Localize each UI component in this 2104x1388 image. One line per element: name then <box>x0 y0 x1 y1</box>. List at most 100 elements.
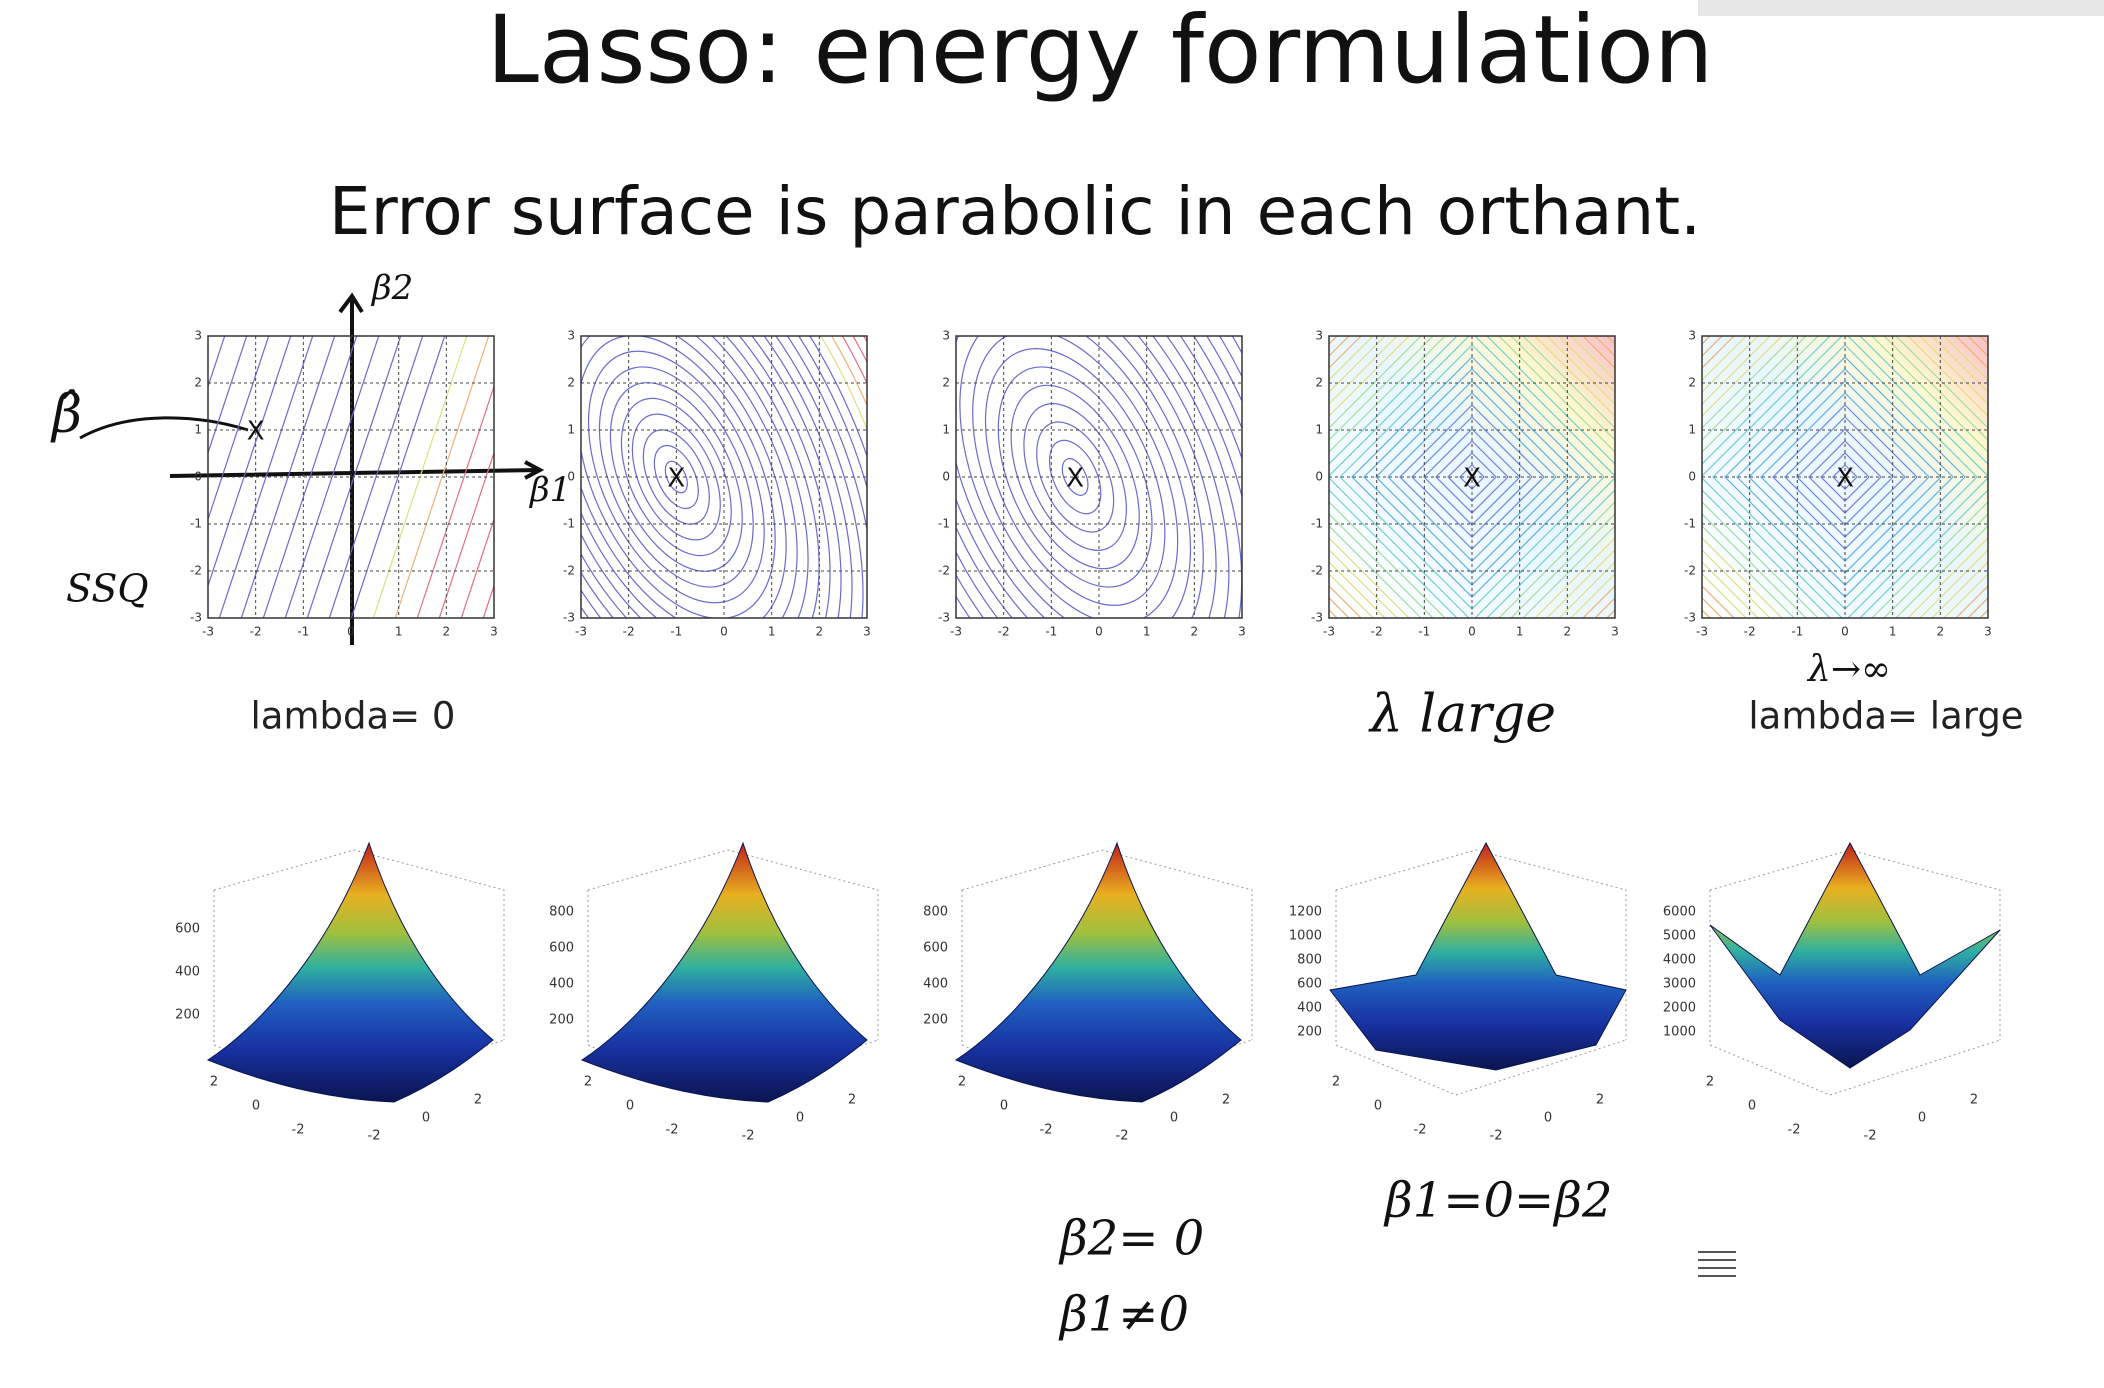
y-tick-label: -2 <box>368 1129 381 1144</box>
contour-line <box>1048 439 1102 515</box>
x-tick-label: -1 <box>1418 625 1430 639</box>
y-tick-label: 0 <box>942 470 950 484</box>
y-tick-label: 0 <box>422 1111 430 1126</box>
contour-line <box>1023 403 1128 551</box>
contour-line <box>664 460 688 494</box>
surface <box>1709 841 2001 1069</box>
contour-line <box>956 336 1242 618</box>
surface <box>206 841 494 1103</box>
contour-line <box>0 326 52 628</box>
y-tick-label: 2 <box>474 1093 482 1108</box>
contour-line <box>581 336 867 618</box>
x-tick-label: 1 <box>395 625 403 639</box>
contour-line <box>581 336 842 618</box>
contour-line <box>653 444 699 510</box>
contour-line <box>581 336 853 618</box>
y-tick-label: -1 <box>190 517 202 531</box>
z-tick-label: 600 <box>923 941 948 956</box>
x-tick-label: -1 <box>1791 625 1803 639</box>
x-tick-label: -2 <box>1788 1123 1801 1138</box>
x-tick-label: 3 <box>1611 625 1619 639</box>
contour-line <box>956 336 1217 618</box>
top-bar <box>1698 0 2104 16</box>
axis-box <box>1335 849 1627 1096</box>
z-tick-label: 600 <box>1297 977 1322 992</box>
x-tick-label: -2 <box>250 625 262 639</box>
y-tick-label: 0 <box>1544 1111 1552 1126</box>
x-tick-label: -2 <box>1414 1123 1427 1138</box>
y-tick-label: 1 <box>567 423 575 437</box>
surface <box>580 841 868 1103</box>
x-tick-label: -3 <box>1696 625 1708 639</box>
contour-line <box>609 382 743 572</box>
contour-line <box>218 336 314 618</box>
contour-line <box>581 336 820 618</box>
contour-line <box>1329 336 1615 618</box>
z-tick-label: 200 <box>1297 1025 1322 1040</box>
y-tick-label: 0 <box>1918 1111 1926 1126</box>
x-tick-label: 2 <box>584 1075 592 1090</box>
contour-line <box>350 336 446 618</box>
y-tick-label: 2 <box>194 376 202 390</box>
y-tick-label: -1 <box>938 517 950 531</box>
x-tick-label: -1 <box>670 625 682 639</box>
x-tick-label: 3 <box>1984 625 1992 639</box>
y-tick-label: 2 <box>1688 376 1696 390</box>
contour-line <box>959 336 1192 618</box>
handwriting: β1 <box>528 470 571 510</box>
x-tick-label: 2 <box>1937 625 1945 639</box>
contour-line <box>1010 384 1140 570</box>
z-tick-label: 200 <box>923 1013 948 1028</box>
subtitle: Error surface is parabolic in each ortha… <box>329 173 1701 250</box>
x-tick-label: -2 <box>1371 625 1383 639</box>
x-tick-label: 1 <box>1889 625 1897 639</box>
x-tick-label: 0 <box>347 625 355 639</box>
x-tick-label: 0 <box>626 1099 634 1114</box>
contour-line <box>0 326 74 628</box>
y-tick-label: -2 <box>1490 1129 1503 1144</box>
contour-line <box>956 336 1242 618</box>
z-tick-label: 800 <box>923 905 948 920</box>
x-tick-label: 0 <box>1000 1099 1008 1114</box>
contour-line <box>587 350 765 604</box>
x-tick-label: 0 <box>1095 625 1103 639</box>
surface <box>954 841 1242 1103</box>
handwriting: β1≠0 <box>1058 1287 1189 1343</box>
contour-line <box>0 326 30 628</box>
y-tick-label: -1 <box>1311 517 1323 531</box>
y-tick-label: 0 <box>796 1111 804 1126</box>
contour-line <box>956 336 1230 618</box>
y-tick-label: 0 <box>1315 470 1323 484</box>
x-tick-label: 0 <box>252 1099 260 1114</box>
y-tick-label: 0 <box>1170 1111 1178 1126</box>
y-tick-label: 2 <box>1970 1093 1978 1108</box>
x-tick-label: 1 <box>1516 625 1524 639</box>
x-tick-label: -3 <box>202 625 214 639</box>
label-lambda-zero: lambda= 0 <box>251 695 456 738</box>
contour-line <box>642 429 710 525</box>
x-tick-label: 0 <box>1748 1099 1756 1114</box>
x-tick-label: 2 <box>958 1075 966 1090</box>
handwriting: λ→∞ <box>1806 649 1891 690</box>
handwriting: β2 <box>370 268 413 308</box>
contour-line <box>1702 336 1988 618</box>
x-tick-label: 2 <box>210 1075 218 1090</box>
y-tick-label: 1 <box>194 423 202 437</box>
y-tick-label: 3 <box>942 329 950 343</box>
contour-line <box>620 397 732 557</box>
y-tick-label: -2 <box>1311 564 1323 578</box>
x-tick-label: -3 <box>575 625 587 639</box>
z-tick-label: 200 <box>549 1013 574 1028</box>
contour-line <box>581 336 809 618</box>
z-tick-label: 5000 <box>1663 929 1696 944</box>
x-tick-label: 0 <box>720 625 728 639</box>
contour-line <box>1061 458 1089 496</box>
marker: X <box>1066 464 1084 494</box>
z-tick-label: 3000 <box>1663 977 1696 992</box>
contour-line <box>581 336 787 618</box>
contour-line <box>1702 336 1988 618</box>
x-tick-label: 2 <box>1706 1075 1714 1090</box>
contour-line <box>1329 336 1615 618</box>
contour-line <box>581 336 867 618</box>
contour-line <box>460 517 494 618</box>
